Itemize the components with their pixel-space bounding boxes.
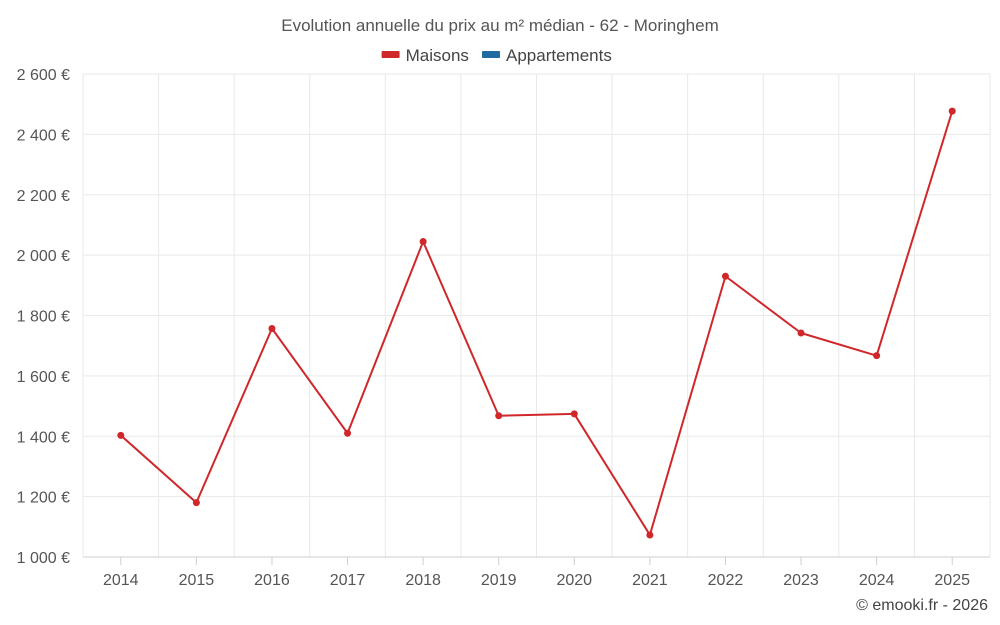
data-point-2025 <box>948 107 956 115</box>
data-point-2024 <box>873 352 881 360</box>
series-layer <box>117 107 956 539</box>
y-tick-label: 2 400 € <box>17 127 70 144</box>
data-point-2015 <box>192 499 200 507</box>
y-tick-label: 1 200 € <box>17 490 70 507</box>
y-tick-label: 1 600 € <box>17 369 70 386</box>
legend-label: Maisons <box>406 46 469 65</box>
data-point-2016 <box>268 324 276 332</box>
data-point-2020 <box>570 410 578 418</box>
data-point-2023 <box>797 329 805 337</box>
y-tick-label: 2 000 € <box>17 248 70 265</box>
data-point-2017 <box>344 429 352 437</box>
data-point-2018 <box>419 238 427 246</box>
x-tick-label: 2021 <box>632 572 668 589</box>
legend-label: Appartements <box>506 46 612 65</box>
x-tick-label: 2024 <box>859 572 895 589</box>
y-tick-label: 2 600 € <box>17 67 70 84</box>
x-tick-label: 2017 <box>330 572 366 589</box>
legend-item-maisons: Maisons <box>381 46 469 65</box>
x-axis: 2014 2015 2016 2017 2018 2019 2020 2021 2022 2023… <box>83 556 990 589</box>
data-point-2021 <box>646 531 654 539</box>
x-tick-label: 2022 <box>708 572 744 589</box>
x-tick-label: 2020 <box>556 572 592 589</box>
y-axis: 1 000 € 1 200 € 1 400 € 1 600 € 1 800 € 2 000… <box>17 67 70 567</box>
x-tick-label: 2018 <box>405 572 441 589</box>
series-line-maisons <box>120 110 954 536</box>
x-tick-label: 2015 <box>179 572 215 589</box>
x-tick-label: 2023 <box>783 572 819 589</box>
legend-item-appartements: Appartements <box>482 46 612 65</box>
y-tick-label: 1 800 € <box>17 309 70 326</box>
x-tick-label: 2014 <box>103 572 139 589</box>
gridlines <box>82 73 991 557</box>
y-tick-label: 1 400 € <box>17 429 70 446</box>
data-point-2014 <box>117 431 125 439</box>
y-tick-label: 1 000 € <box>17 550 70 567</box>
y-tick-label: 2 200 € <box>17 188 70 205</box>
data-point-2022 <box>721 272 729 280</box>
x-tick-label: 2019 <box>481 572 517 589</box>
credit-text: © emooki.fr - 2026 <box>856 597 988 614</box>
legend-swatch <box>381 51 400 58</box>
x-tick-label: 2025 <box>934 572 970 589</box>
legend: Maisons Appartements <box>381 46 612 65</box>
chart-title: Evolution annuelle du prix au m² médian … <box>281 16 719 35</box>
data-point-2019 <box>495 412 503 420</box>
legend-swatch <box>482 51 500 58</box>
x-tick-label: 2016 <box>254 572 290 589</box>
